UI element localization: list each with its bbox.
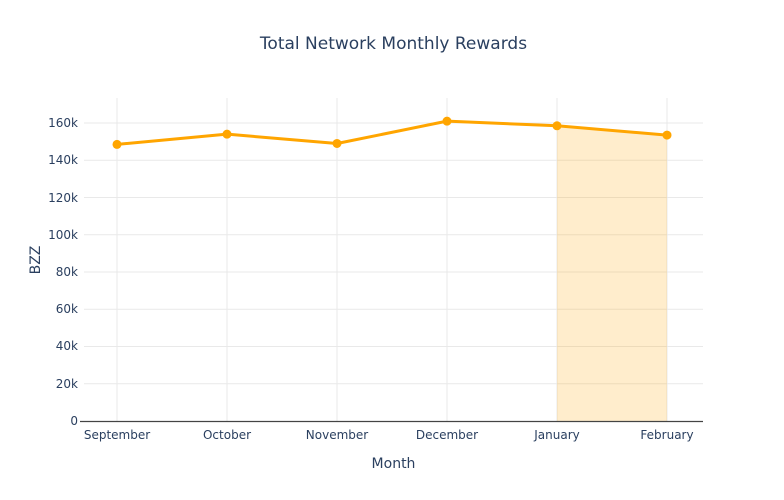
data-point-september[interactable] <box>112 139 122 149</box>
y-tick-label: 160k <box>48 116 78 130</box>
x-tick-label: January <box>534 428 580 442</box>
y-tick-label: 20k <box>55 377 78 391</box>
x-tick-label: October <box>202 428 252 442</box>
y-tick-label: 80k <box>55 265 78 279</box>
data-point-october[interactable] <box>222 129 232 139</box>
x-tick-label: February <box>640 428 694 442</box>
y-tick-label: 0 <box>70 414 78 428</box>
y-tick-label: 40k <box>55 339 78 353</box>
y-tick-label: 100k <box>48 228 78 242</box>
data-point-november[interactable] <box>332 138 342 148</box>
y-tick-label: 120k <box>48 191 78 205</box>
chart-title: Total Network Monthly Rewards <box>259 34 528 54</box>
y-axis-title: BZZ <box>28 245 44 275</box>
x-tick-label: September <box>83 428 151 442</box>
data-point-december[interactable] <box>442 116 452 126</box>
x-tick-label: December <box>415 428 479 442</box>
x-axis-title: Month <box>371 456 416 472</box>
y-tick-label: 60k <box>55 302 78 316</box>
data-point-february[interactable] <box>662 130 672 140</box>
data-point-january[interactable] <box>552 121 562 131</box>
y-tick-label: 140k <box>48 153 78 167</box>
rewards-line <box>116 119 668 146</box>
highlight-region-fill <box>557 125 667 421</box>
x-tick-label: November <box>305 428 369 442</box>
